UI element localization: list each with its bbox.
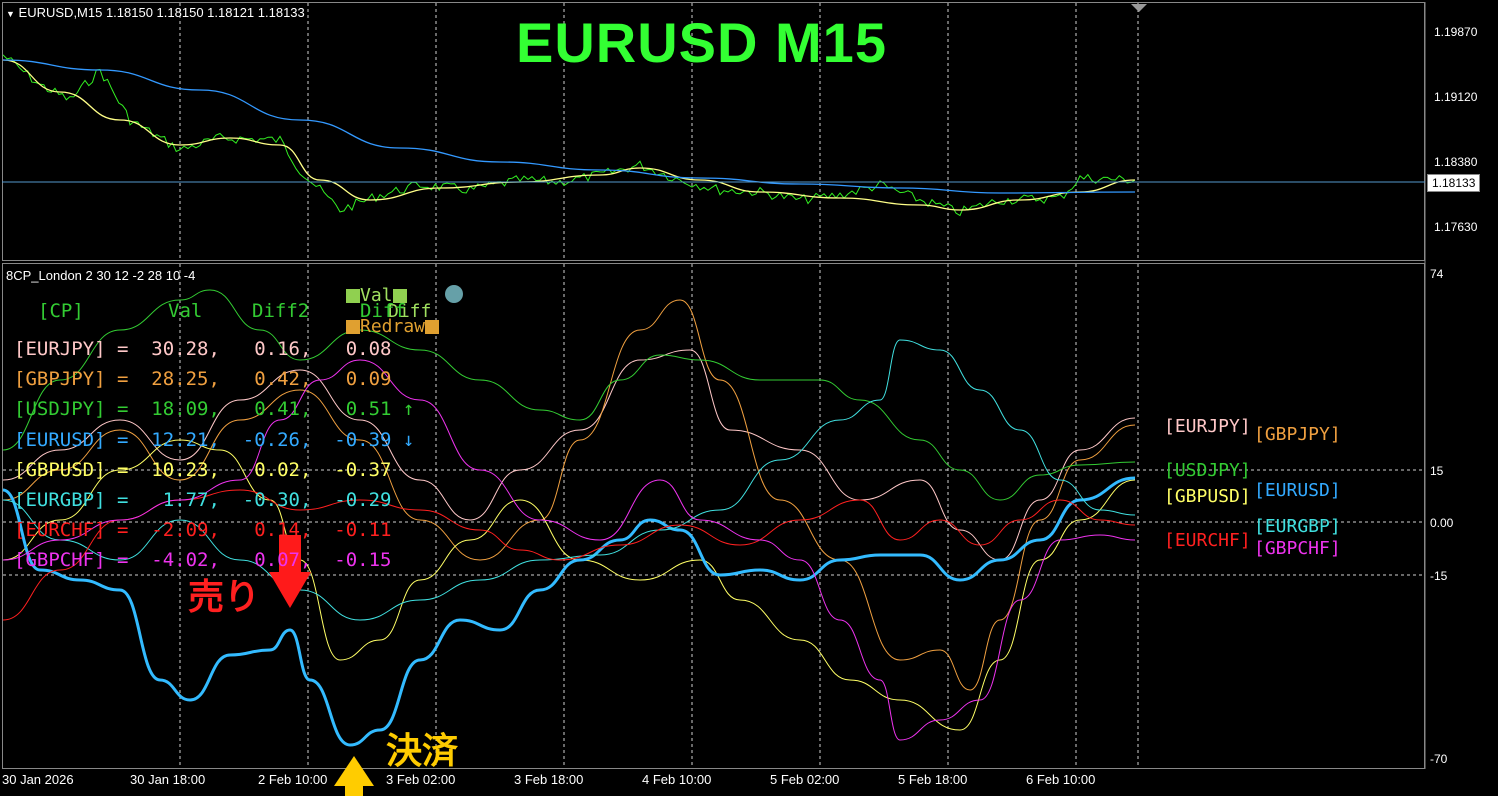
price-line bbox=[2, 54, 1136, 217]
settle-label: 決済 bbox=[386, 731, 459, 772]
legend-label: [EURCHF] bbox=[1164, 530, 1251, 551]
legend-label: [GBPUSD] bbox=[1164, 486, 1251, 507]
indicator-series bbox=[2, 289, 1136, 747]
pair-row: [EURCHF] = -2.09, 0.14, -0.11 bbox=[14, 519, 392, 542]
redraw-square-icon bbox=[425, 320, 440, 334]
redraw-square-icon bbox=[346, 320, 360, 334]
time-tick: 3 Feb 02:00 bbox=[386, 772, 456, 787]
legend-label: [GBPCHF] bbox=[1254, 538, 1341, 559]
legend-label: [USDJPY] bbox=[1164, 460, 1251, 481]
indicator-tick: 15 bbox=[1430, 464, 1444, 478]
pair-row: [EURUSD] = 12.21, -0.26, -0.39 ↓ bbox=[14, 428, 415, 451]
table-header-cp: [CP] bbox=[38, 300, 84, 322]
table-header-val: Val bbox=[168, 300, 203, 322]
indicator-line bbox=[2, 289, 1136, 501]
ma-fast-line bbox=[2, 59, 1136, 211]
time-tick: 4 Feb 10:00 bbox=[642, 772, 712, 787]
time-tick: 5 Feb 02:00 bbox=[770, 772, 840, 787]
toggle-circle-icon[interactable] bbox=[445, 285, 463, 303]
symbol-ohlc: EURUSD,M15 1.18150 1.18150 1.18121 1.181… bbox=[18, 5, 305, 20]
legend-label: [GBPJPY] bbox=[1254, 424, 1341, 445]
chart-title: EURUSD M15 bbox=[516, 11, 887, 74]
indicator-line bbox=[2, 339, 1136, 621]
pair-row: [EURJPY] = 30.28, 0.16, 0.08 bbox=[14, 338, 392, 360]
collapse-triangle-icon[interactable]: ▼ bbox=[6, 9, 15, 19]
val-square-icon bbox=[346, 289, 360, 303]
pair-row: [EURGBP] = 1.77, -0.30, -0.29 bbox=[14, 489, 392, 511]
pair-row: [GBPUSD] = 10.23, 0.02, -0.37 bbox=[14, 458, 392, 481]
val-button[interactable]: Val bbox=[346, 285, 407, 306]
price-tick: 1.18380 bbox=[1434, 155, 1478, 169]
pair-row: [GBPCHF] = -4.02, 0.07, -0.15 bbox=[14, 549, 392, 572]
sell-label: 売り bbox=[188, 577, 261, 618]
redraw-button[interactable]: Redraw bbox=[346, 316, 440, 337]
indicator-tick: 0.00 bbox=[1430, 516, 1454, 530]
time-tick: 2 Feb 10:00 bbox=[258, 772, 328, 787]
ma-slow-line bbox=[2, 59, 1136, 194]
legend-label: [EURUSD] bbox=[1254, 480, 1341, 501]
time-tick: 6 Feb 10:00 bbox=[1026, 772, 1096, 787]
main-price-series bbox=[2, 54, 1136, 217]
pair-row: [GBPJPY] = 28.25, 0.42, 0.09 bbox=[14, 368, 392, 391]
indicator-line bbox=[2, 476, 1136, 747]
time-tick: 5 Feb 18:00 bbox=[898, 772, 968, 787]
price-tick: 1.19120 bbox=[1434, 90, 1478, 104]
indicator-tick: -70 bbox=[1430, 752, 1448, 766]
table-header-diff: Diff bbox=[360, 300, 406, 322]
settle-arrow-icon bbox=[334, 756, 374, 796]
indicator-line bbox=[2, 359, 1136, 741]
indicator-line bbox=[2, 489, 1136, 621]
indicator-header: 8CP_London 2 30 12 -2 28 10 -4 bbox=[6, 268, 196, 283]
price-tick: 1.17630 bbox=[1434, 220, 1478, 234]
time-tick: 3 Feb 18:00 bbox=[514, 772, 584, 787]
diff-button[interactable]: Diff bbox=[388, 301, 432, 322]
price-tick: 1.19870 bbox=[1434, 25, 1478, 39]
chart-shift-marker[interactable] bbox=[1131, 4, 1147, 12]
table-header-diff2: Diff2 bbox=[252, 300, 310, 322]
pair-row: [USDJPY] = 18.09, 0.41, 0.51 ↑ bbox=[14, 398, 415, 421]
time-tick: 30 Jan 2026 bbox=[2, 772, 74, 787]
sell-arrow-icon bbox=[269, 535, 311, 608]
indicator-line bbox=[2, 299, 1136, 691]
indicator-line bbox=[2, 439, 1136, 731]
time-tick: 30 Jan 18:00 bbox=[130, 772, 206, 787]
legend-label: [EURJPY] bbox=[1164, 416, 1251, 437]
current-price-label: 1.18133 bbox=[1427, 174, 1481, 192]
indicator-tick: 74 bbox=[1430, 267, 1444, 281]
legend-label: [EURGBP] bbox=[1254, 516, 1341, 537]
indicator-line bbox=[2, 349, 1136, 561]
main-chart-header: ▼ EURUSD,M15 1.18150 1.18150 1.18121 1.1… bbox=[6, 5, 305, 20]
val-square-icon bbox=[392, 289, 407, 303]
indicator-tick: -15 bbox=[1430, 569, 1448, 583]
